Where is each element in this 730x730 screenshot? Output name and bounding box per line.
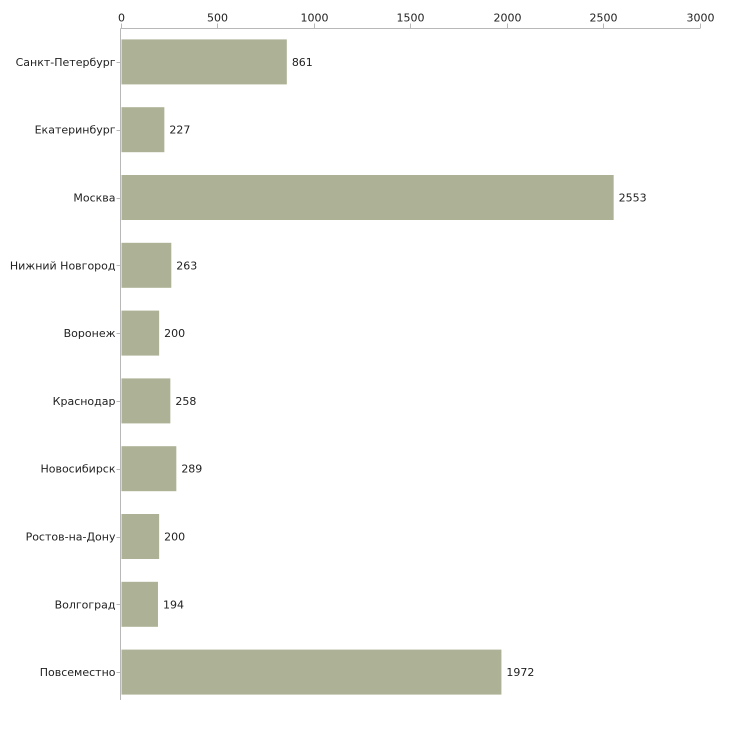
data-label: 200 bbox=[164, 531, 185, 544]
x-tick-label: 3000 bbox=[687, 12, 715, 25]
data-label: 263 bbox=[176, 259, 197, 272]
bar bbox=[121, 446, 177, 492]
category-label: Краснодар bbox=[53, 395, 116, 408]
bar bbox=[121, 242, 172, 288]
category-label: Екатеринбург bbox=[35, 124, 116, 137]
bars-group bbox=[121, 39, 614, 695]
data-labels: 861 227 2553 263 200 258 289 200 194 1972 bbox=[163, 56, 647, 679]
data-label: 2553 bbox=[619, 192, 647, 205]
bar bbox=[121, 581, 158, 627]
category-labels: Санкт-Петербург Екатеринбург Москва Нижний … bbox=[10, 56, 116, 679]
bar bbox=[121, 649, 502, 695]
data-label: 289 bbox=[181, 463, 202, 476]
bar bbox=[121, 107, 165, 153]
y-axis bbox=[116, 28, 121, 700]
category-label: Волгоград bbox=[55, 598, 116, 611]
data-label: 1972 bbox=[506, 666, 534, 679]
bar bbox=[121, 175, 614, 220]
data-label: 227 bbox=[169, 124, 190, 137]
bar bbox=[121, 39, 287, 85]
x-axis: 0 500 1000 1500 2000 2500 3000 bbox=[118, 12, 715, 29]
category-label: Москва bbox=[73, 192, 115, 205]
category-label: Нижний Новгород bbox=[10, 259, 116, 272]
x-tick-label: 500 bbox=[207, 12, 228, 25]
category-label: Ростов-на-Дону bbox=[26, 531, 116, 544]
bar bbox=[121, 378, 171, 424]
category-label: Новосибирск bbox=[40, 463, 115, 476]
x-tick-label: 2000 bbox=[494, 12, 522, 25]
data-label: 258 bbox=[175, 395, 196, 408]
category-label: Повсеместно bbox=[40, 666, 116, 679]
x-tick-label: 1500 bbox=[397, 12, 425, 25]
data-label: 861 bbox=[292, 56, 313, 69]
category-label: Воронеж bbox=[64, 327, 116, 340]
data-label: 194 bbox=[163, 598, 184, 611]
data-label: 200 bbox=[164, 327, 185, 340]
x-tick-label: 0 bbox=[118, 12, 125, 25]
x-tick-label: 2500 bbox=[590, 12, 618, 25]
bar bbox=[121, 310, 160, 356]
bar bbox=[121, 514, 160, 559]
x-tick-label: 1000 bbox=[301, 12, 329, 25]
category-label: Санкт-Петербург bbox=[16, 56, 116, 69]
